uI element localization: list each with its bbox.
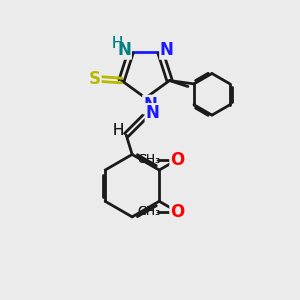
Text: O: O — [170, 151, 184, 169]
Text: O: O — [170, 151, 184, 169]
Text: O: O — [170, 203, 184, 221]
Text: N: N — [160, 41, 174, 59]
Text: CH₃: CH₃ — [137, 205, 160, 218]
Text: O: O — [170, 203, 184, 221]
Text: N: N — [143, 95, 157, 113]
Text: CH₃: CH₃ — [137, 153, 160, 166]
Text: H: H — [112, 123, 124, 138]
Text: H: H — [112, 36, 123, 51]
Text: N: N — [146, 104, 159, 122]
Text: N: N — [146, 104, 159, 122]
Text: CH₃: CH₃ — [137, 205, 160, 218]
Text: H: H — [112, 36, 123, 51]
Text: CH₃: CH₃ — [137, 153, 160, 166]
Text: S: S — [89, 70, 101, 88]
Text: H: H — [112, 123, 124, 138]
Text: N: N — [117, 41, 131, 59]
Text: S: S — [89, 70, 101, 88]
Text: N: N — [143, 95, 157, 113]
Text: N: N — [117, 41, 131, 59]
Text: N: N — [160, 41, 174, 59]
